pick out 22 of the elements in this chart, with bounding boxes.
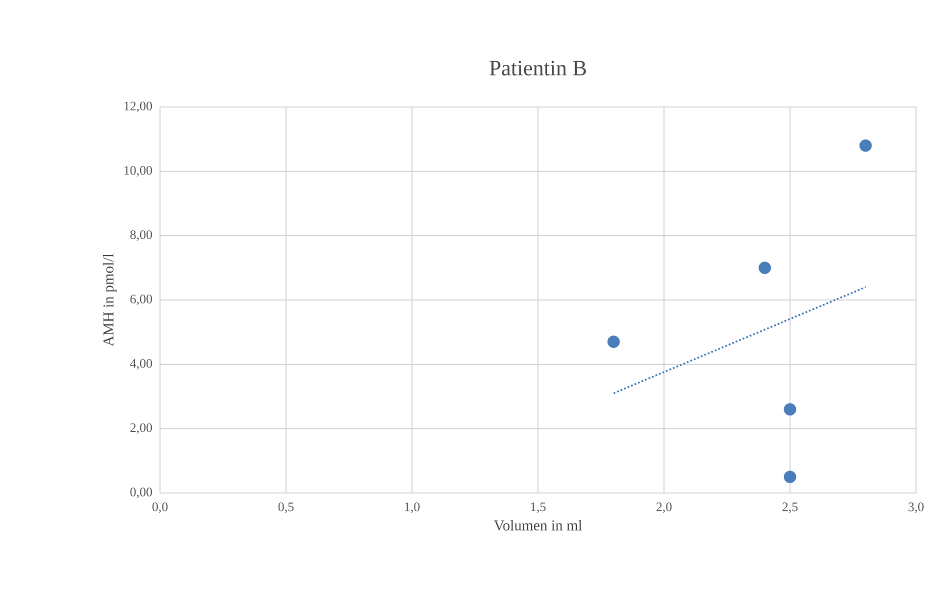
y-tick-label: 10,00 (124, 166, 152, 177)
chart-title: Patientin B (490, 60, 586, 76)
y-tick-label: 4,00 (130, 359, 152, 370)
y-tick-label: 12,00 (124, 102, 152, 112)
x-tick-label: 2,0 (656, 502, 672, 514)
x-tick-label: 0,0 (152, 502, 168, 514)
y-axis-title: AMH in pmol/l (102, 254, 117, 346)
x-tick-label: 2,5 (782, 502, 798, 514)
point (758, 262, 772, 274)
y-tick-label: 0,00 (130, 488, 152, 498)
x-tick-label: 0,5 (278, 502, 294, 514)
y-tick-label: 6,00 (130, 294, 152, 306)
x-axis-title: Volumen in ml (494, 520, 582, 531)
point (859, 139, 872, 152)
point (784, 403, 796, 416)
y-tick-label: 2,00 (130, 423, 152, 434)
point (784, 470, 796, 484)
x-tick-label: 1,5 (531, 502, 546, 514)
y-tick-label: 8,00 (130, 230, 152, 241)
x-tick-label: 1,0 (405, 502, 420, 514)
point (607, 336, 620, 348)
x-tick-label: 3,0 (908, 502, 924, 514)
